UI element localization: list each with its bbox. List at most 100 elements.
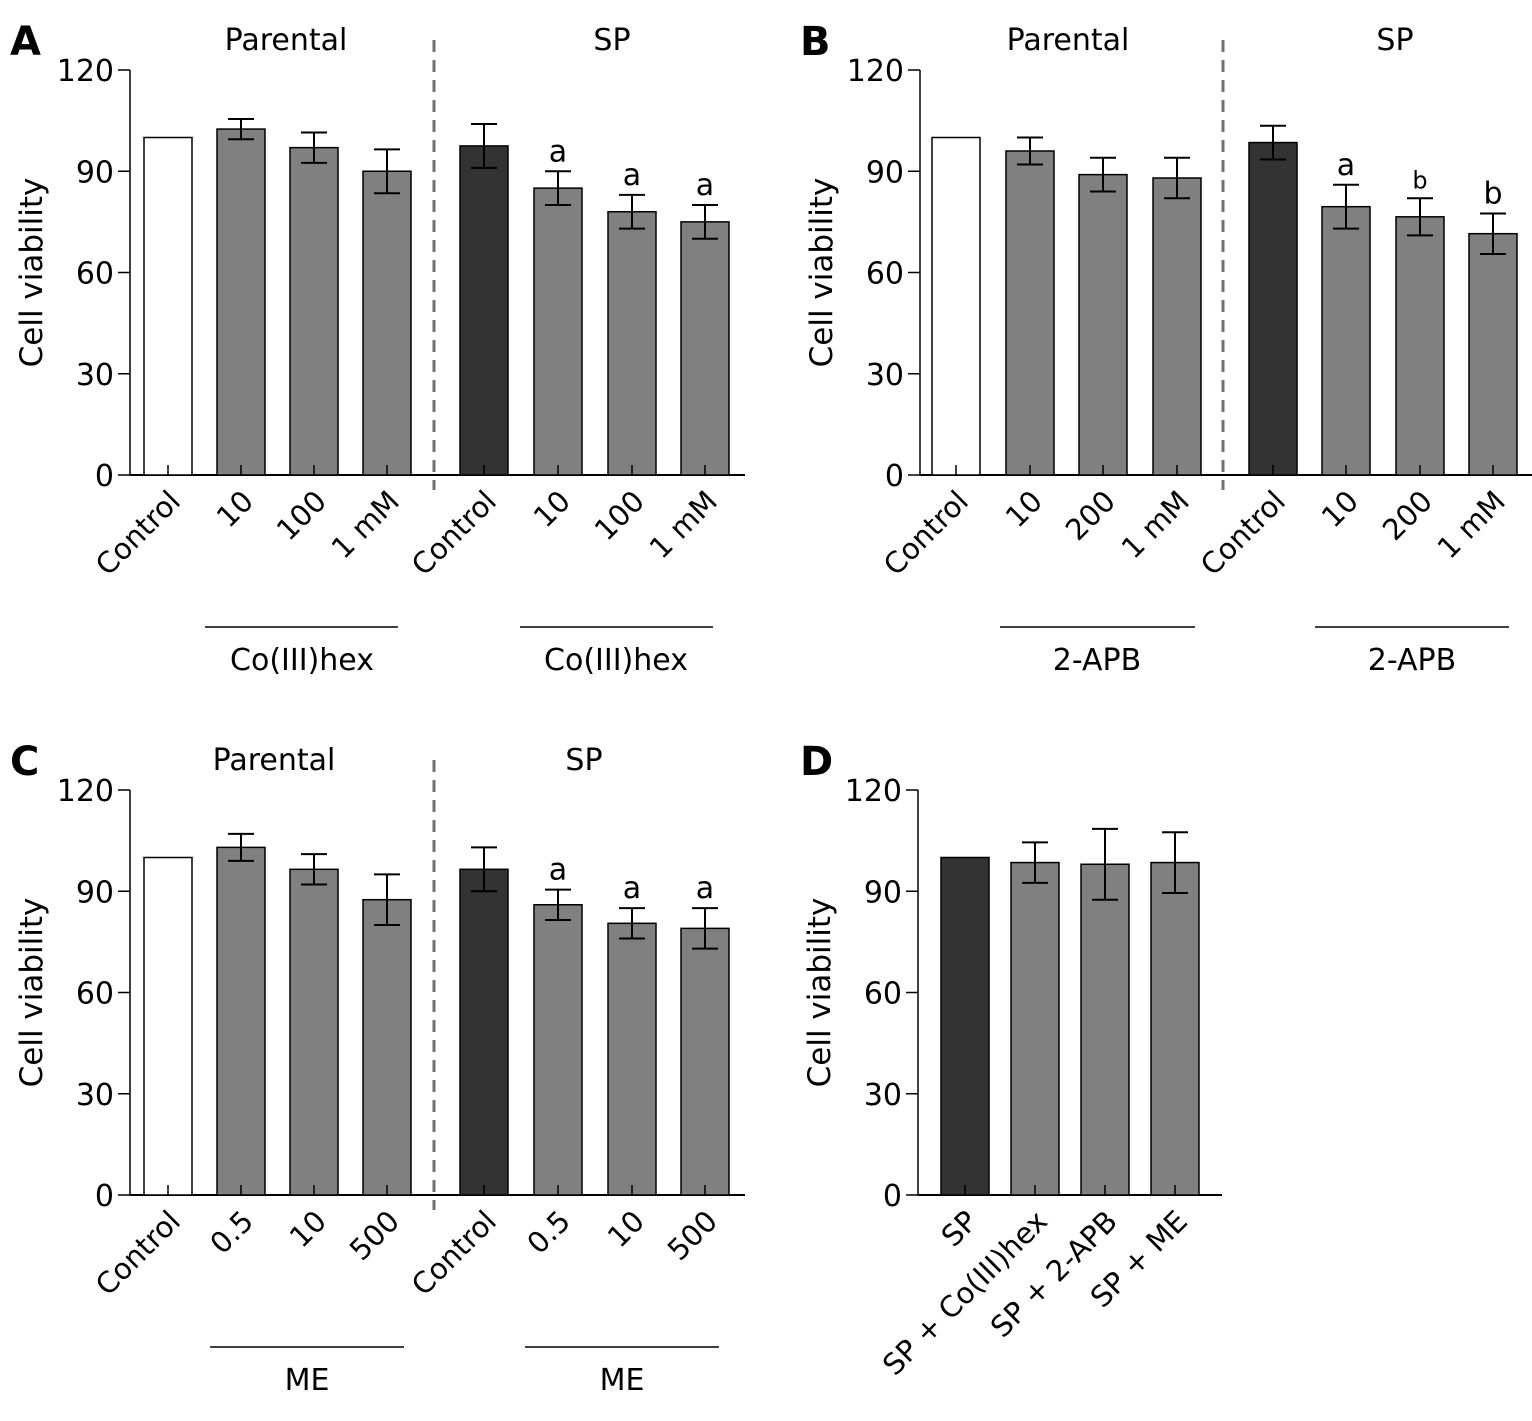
y-tick-label: 90 — [76, 875, 114, 910]
bar — [1468, 232, 1518, 476]
bar — [216, 128, 266, 476]
category-label: 1 mM — [325, 484, 406, 565]
group-title: Parental — [225, 23, 348, 58]
bar — [459, 868, 509, 1196]
y-tick-label: 90 — [866, 155, 904, 190]
bar — [1321, 205, 1371, 476]
significance-label: a — [549, 134, 567, 169]
category-label: Control — [405, 484, 503, 582]
bar — [1080, 863, 1130, 1196]
panel-a: A Parental SP 0 30 60 90 120 Cell viability Contr… — [10, 19, 745, 678]
treatment-label: ME — [600, 1363, 645, 1398]
y-tick-label: 120 — [847, 54, 904, 89]
y-tick-label: 60 — [864, 977, 902, 1012]
bar — [143, 136, 193, 476]
panel-b: B Parental SP 0 30 60 90 120 Cell viability Contr… — [800, 19, 1532, 678]
significance-label: a — [623, 158, 641, 193]
category-label: 200 — [1376, 484, 1439, 547]
y-axis-label: Cell viability — [804, 178, 840, 368]
category-label: 1 mM — [643, 484, 724, 565]
group-title: Parental — [1007, 23, 1130, 58]
y-tick-label: 60 — [866, 257, 904, 292]
panel-letter: C — [10, 739, 39, 785]
y-tick-label: 30 — [866, 358, 904, 393]
category-label: 200 — [1059, 484, 1122, 547]
category-label: 10 — [601, 1204, 651, 1254]
treatment-label: ME — [285, 1363, 330, 1398]
group-title: SP — [593, 23, 630, 58]
category-label: 10 — [1315, 484, 1365, 534]
category-label: 10 — [283, 1204, 333, 1254]
category-label: 500 — [343, 1204, 406, 1267]
bar — [289, 146, 339, 476]
y-tick-label: 30 — [76, 1078, 114, 1113]
category-label: 100 — [588, 484, 651, 547]
bar — [1078, 173, 1128, 476]
bar — [1395, 216, 1445, 476]
panel-letter: A — [10, 19, 41, 65]
panel-c: C Parental SP 0 30 60 90 120 Cell viability Contr… — [10, 739, 745, 1398]
bar — [143, 856, 193, 1196]
group-title: SP — [565, 743, 602, 778]
category-label: Control — [89, 1204, 187, 1302]
bar — [931, 136, 981, 476]
bar — [1010, 861, 1060, 1196]
significance-label: a — [696, 168, 714, 203]
y-tick-label: 120 — [57, 54, 114, 89]
bar — [940, 856, 990, 1196]
bar — [607, 922, 657, 1196]
category-label: 500 — [661, 1204, 724, 1267]
bar — [362, 898, 412, 1196]
bar — [680, 221, 730, 476]
significance-label: b — [1483, 176, 1502, 211]
y-tick-label: 60 — [76, 977, 114, 1012]
category-label: 0.5 — [520, 1204, 577, 1261]
y-tick-label: 0 — [95, 1179, 114, 1214]
y-tick-label: 90 — [76, 155, 114, 190]
category-label: 0.5 — [203, 1204, 260, 1261]
bar — [533, 904, 583, 1196]
panel-letter: D — [800, 739, 833, 785]
y-tick-label: 0 — [95, 459, 114, 494]
y-tick-label: 0 — [883, 1179, 902, 1214]
bar — [533, 187, 583, 476]
bar — [216, 846, 266, 1196]
category-label: 1 mM — [1115, 484, 1196, 565]
treatment-label: Co(III)hex — [230, 643, 374, 678]
y-tick-label: 90 — [864, 875, 902, 910]
category-label: SP — [935, 1204, 984, 1253]
y-axis-label: Cell viability — [802, 898, 838, 1088]
y-tick-label: 60 — [76, 257, 114, 292]
group-title: SP — [1376, 23, 1413, 58]
bar — [459, 145, 509, 476]
y-tick-label: 30 — [864, 1078, 902, 1113]
bar — [1005, 150, 1055, 476]
category-label: Control — [877, 484, 975, 582]
category-label: Control — [405, 1204, 503, 1302]
bar — [680, 927, 730, 1196]
treatment-label: 2-APB — [1053, 643, 1141, 678]
bar — [289, 868, 339, 1196]
treatment-label: 2-APB — [1368, 643, 1456, 678]
significance-label: a — [549, 853, 567, 888]
category-label: Control — [1194, 484, 1292, 582]
category-label: 10 — [999, 484, 1049, 534]
y-tick-label: 120 — [57, 774, 114, 809]
bar — [1248, 141, 1298, 476]
group-title: Parental — [213, 743, 336, 778]
treatment-label: Co(III)hex — [544, 643, 688, 678]
y-tick-label: 120 — [845, 774, 902, 809]
bar — [607, 211, 657, 476]
bar — [362, 170, 412, 476]
bar — [1150, 861, 1200, 1196]
category-label: 100 — [270, 484, 333, 547]
category-label: Control — [89, 484, 187, 582]
category-label: 10 — [527, 484, 577, 534]
panel-letter: B — [800, 19, 831, 65]
y-axis-label: Cell viability — [14, 898, 50, 1088]
category-label: 1 mM — [1431, 484, 1512, 565]
significance-label: a — [1337, 148, 1355, 183]
significance-label: a — [696, 871, 714, 906]
